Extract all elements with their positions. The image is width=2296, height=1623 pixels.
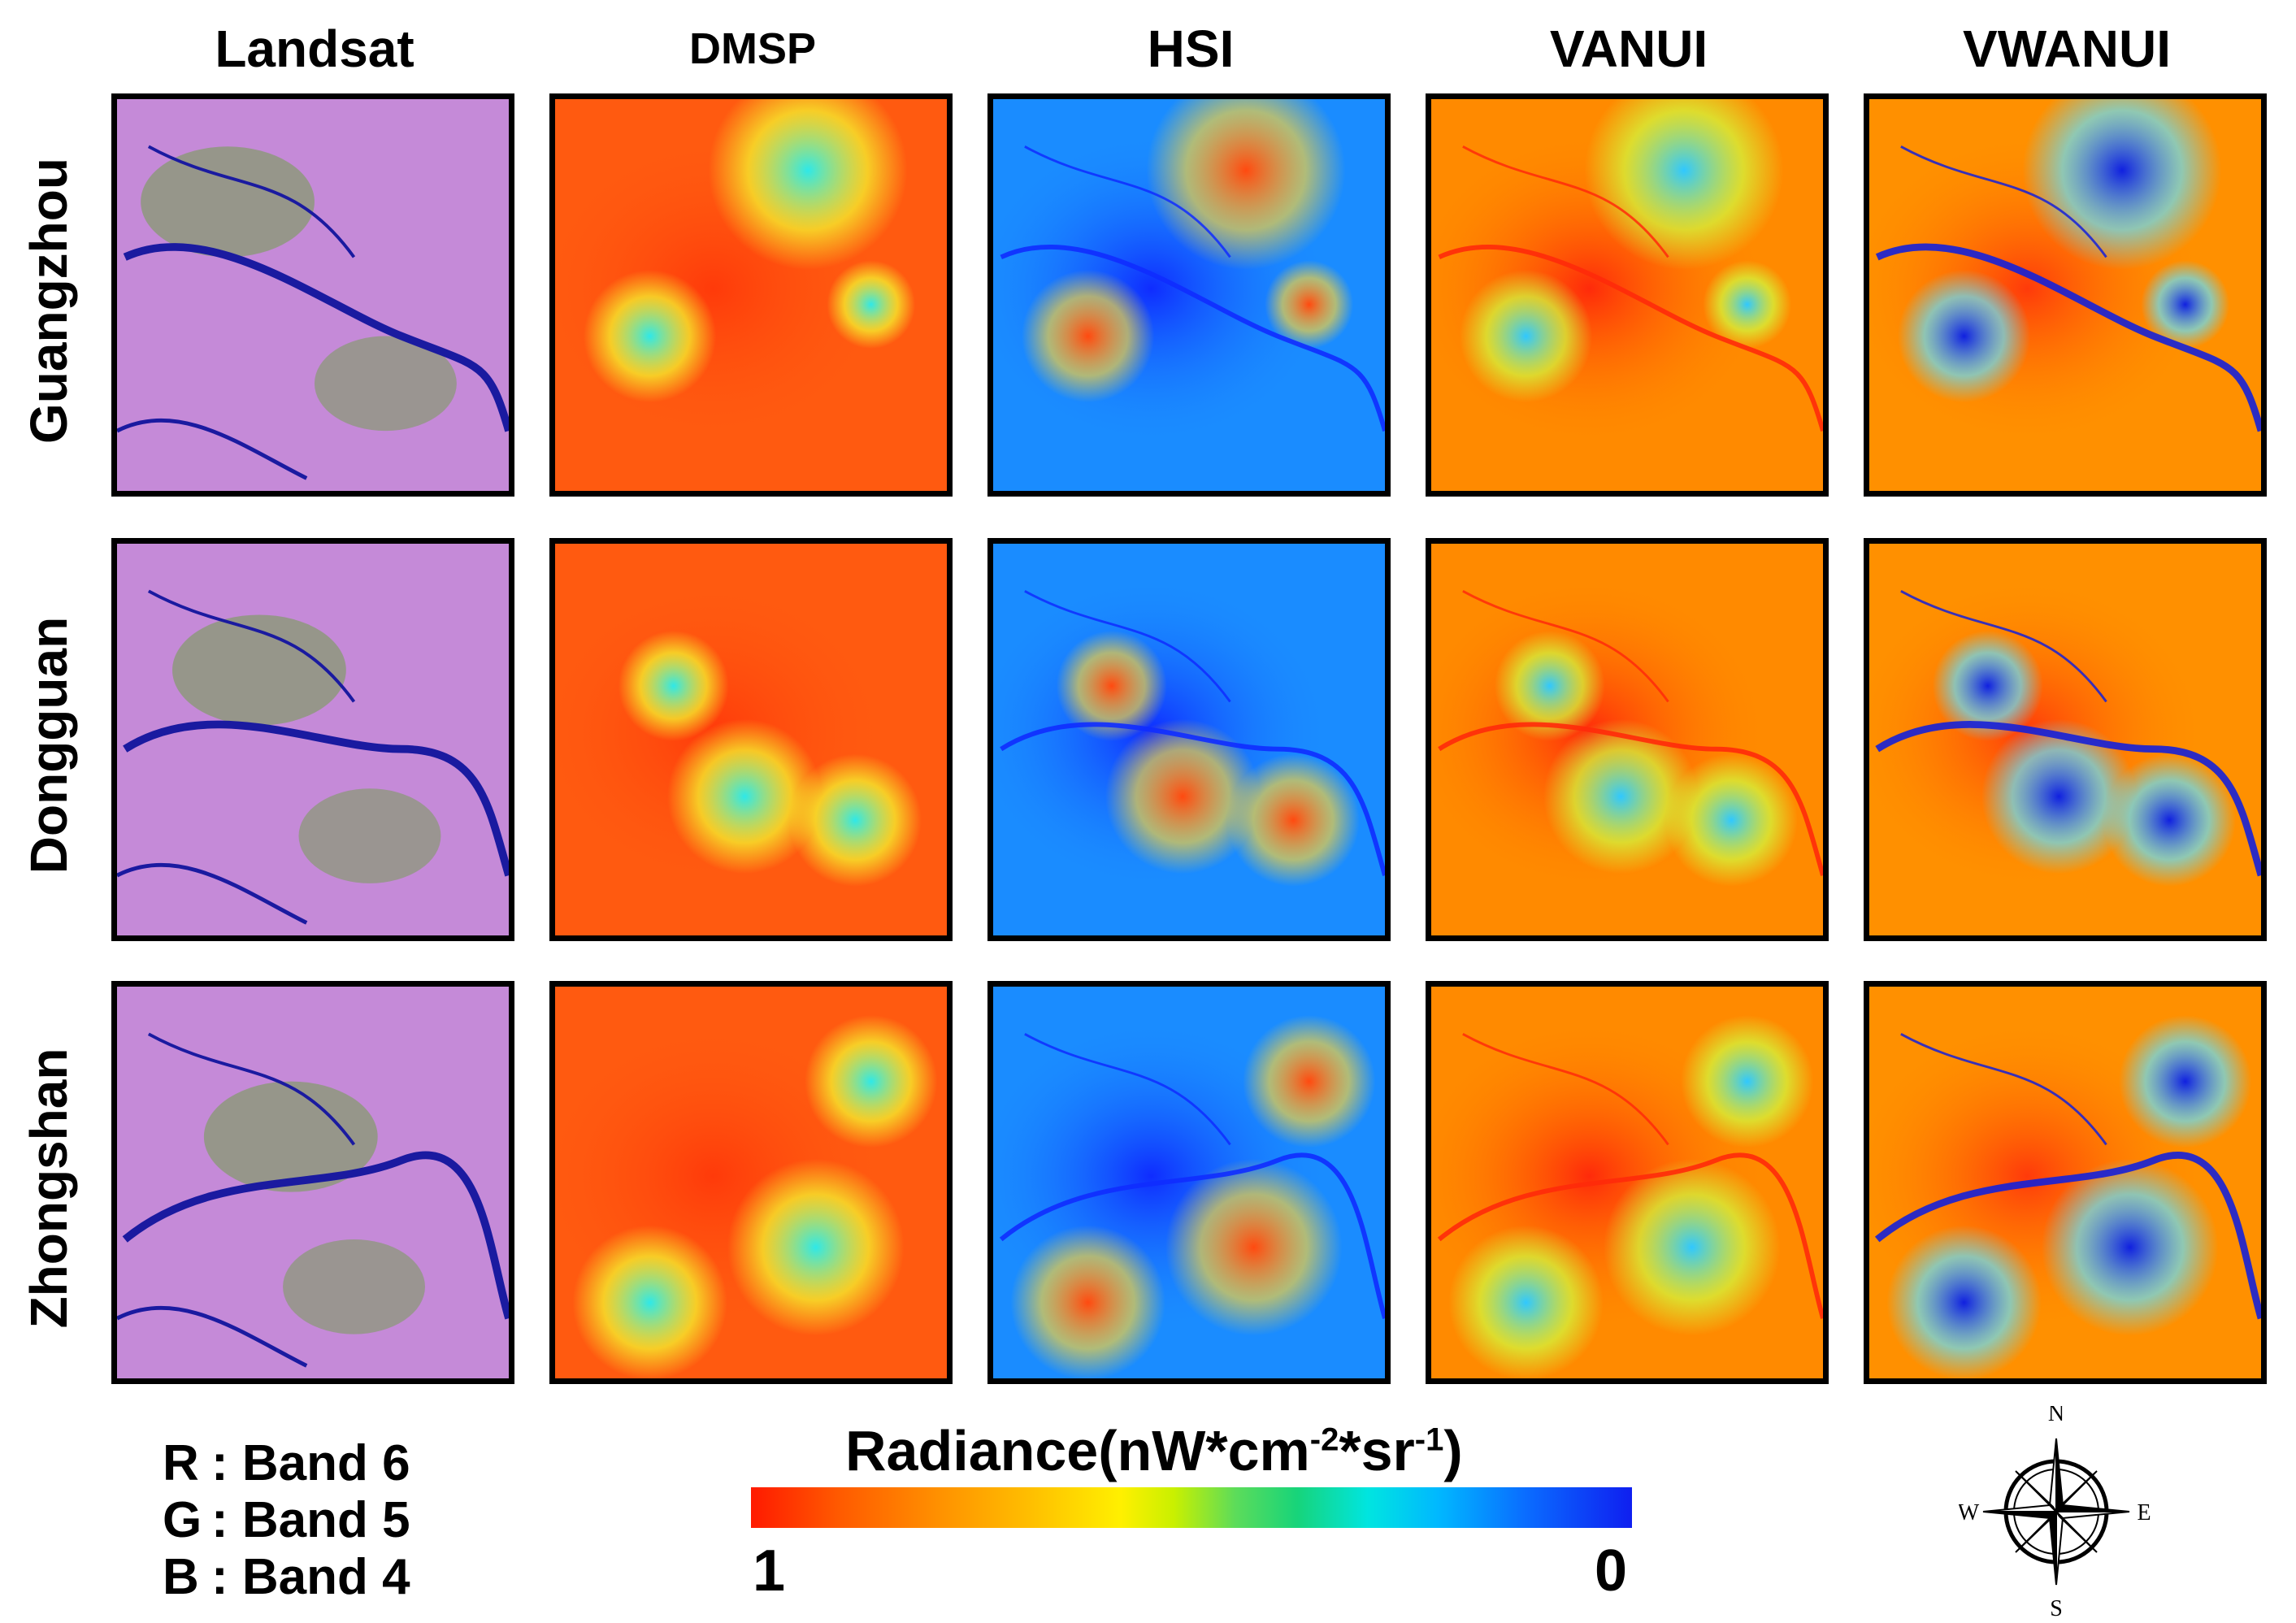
map-tile-landsat-guangzhou <box>111 93 514 497</box>
column-header-dmsp: DMSP <box>688 24 816 73</box>
colorbar-min-label: 1 <box>753 1538 786 1603</box>
map-tile-hsi-guangzhou <box>987 93 1391 497</box>
compass-south-label: S <box>2050 1596 2063 1617</box>
map-tile-vwanui-dongguan <box>1864 538 2267 941</box>
map-tile-vwanui-guangzhou <box>1864 93 2267 497</box>
map-tile-landsat-zhongshan <box>111 981 514 1384</box>
band-legend-b: B: Band 4 <box>163 1549 410 1605</box>
colorbar-gradient <box>751 1487 1632 1528</box>
map-tile-dmsp-zhongshan <box>549 981 953 1384</box>
colorbar-max-label: 0 <box>1595 1538 1628 1603</box>
band-legend-g: G: Band 5 <box>163 1492 410 1548</box>
map-tile-vwanui-zhongshan <box>1864 981 2267 1384</box>
row-label-zhongshan: Zhongshan <box>20 1048 78 1329</box>
map-tile-hsi-zhongshan <box>987 981 1391 1384</box>
colorbar-title: Radiance(nW*cm-2*sr-1) <box>845 1419 1463 1482</box>
map-tile-vanui-dongguan <box>1426 538 1829 941</box>
map-tile-dmsp-dongguan <box>549 538 953 941</box>
compass-rose: N S E W <box>1958 1401 2154 1621</box>
column-header-vanui: VANUI <box>1549 20 1708 78</box>
column-header-hsi: HSI <box>1147 20 1235 78</box>
band-legend-r: R: Band 6 <box>163 1435 410 1491</box>
map-tile-dmsp-guangzhou <box>549 93 953 497</box>
compass-east-label: E <box>2137 1500 2151 1525</box>
row-label-guangzhou: Guangzhou <box>20 158 78 444</box>
row-label-dongguan: Dongguan <box>20 616 78 874</box>
map-tile-vanui-guangzhou <box>1426 93 1829 497</box>
map-tile-vanui-zhongshan <box>1426 981 1829 1384</box>
compass-west-label: W <box>1959 1500 1980 1525</box>
map-tile-hsi-dongguan <box>987 538 1391 941</box>
compass-rose-icon: N S E W <box>1958 1401 2151 1621</box>
column-header-landsat: Landsat <box>215 20 414 78</box>
map-tile-landsat-dongguan <box>111 538 514 941</box>
compass-north-label: N <box>2048 1406 2064 1426</box>
column-header-vwanui: VWANUI <box>1963 20 2171 78</box>
